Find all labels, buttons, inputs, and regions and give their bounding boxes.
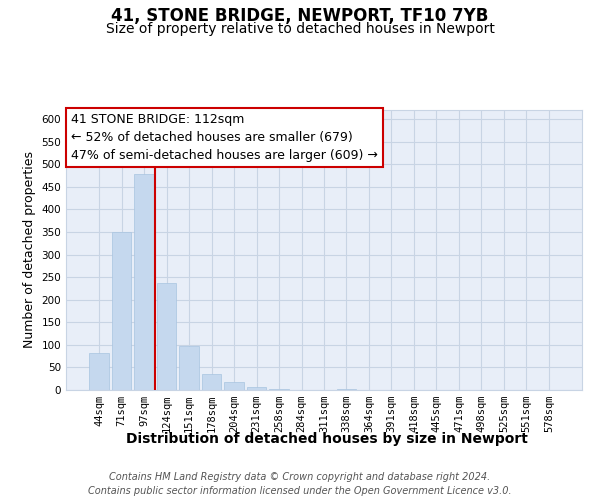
Bar [89, 352, 109, 390]
Bar [269, 389, 289, 390]
Bar [224, 382, 244, 390]
Bar [202, 374, 221, 390]
Text: Contains public sector information licensed under the Open Government Licence v3: Contains public sector information licen… [88, 486, 512, 496]
Bar [337, 389, 356, 390]
Bar [179, 346, 199, 390]
Text: 41 STONE BRIDGE: 112sqm
← 52% of detached houses are smaller (679)
47% of semi-d: 41 STONE BRIDGE: 112sqm ← 52% of detache… [71, 113, 378, 162]
Text: 41, STONE BRIDGE, NEWPORT, TF10 7YB: 41, STONE BRIDGE, NEWPORT, TF10 7YB [112, 8, 488, 26]
Text: Size of property relative to detached houses in Newport: Size of property relative to detached ho… [106, 22, 494, 36]
Text: Distribution of detached houses by size in Newport: Distribution of detached houses by size … [126, 432, 528, 446]
Bar [247, 387, 266, 390]
Bar [157, 284, 176, 390]
Y-axis label: Number of detached properties: Number of detached properties [23, 152, 36, 348]
Bar [112, 232, 131, 390]
Text: Contains HM Land Registry data © Crown copyright and database right 2024.: Contains HM Land Registry data © Crown c… [109, 472, 491, 482]
Bar [134, 174, 154, 390]
